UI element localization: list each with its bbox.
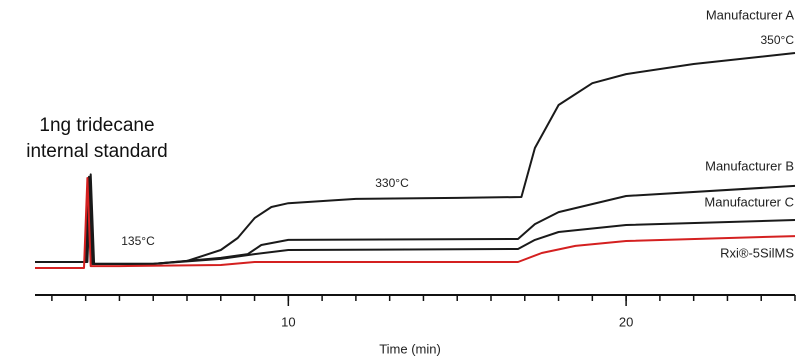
annotation: 330°C bbox=[375, 176, 409, 190]
annotation: 135°C bbox=[121, 234, 155, 248]
series-line bbox=[35, 177, 796, 269]
annotation: 1ng tridecane bbox=[39, 115, 154, 136]
annotation: internal standard bbox=[26, 141, 168, 162]
x-tick-label: 10 bbox=[281, 314, 295, 329]
x-axis-label: Time (min) bbox=[379, 341, 441, 356]
annotation: 350°C bbox=[761, 33, 795, 47]
series-line bbox=[35, 175, 796, 265]
legend-label: Rxi®-5SilMS bbox=[720, 245, 794, 260]
legend-label: Manufacturer A bbox=[706, 7, 794, 22]
series-line bbox=[35, 178, 796, 265]
legend-label: Manufacturer B bbox=[705, 158, 794, 173]
legend-label: Manufacturer C bbox=[704, 194, 794, 209]
x-tick-label: 20 bbox=[619, 314, 633, 329]
